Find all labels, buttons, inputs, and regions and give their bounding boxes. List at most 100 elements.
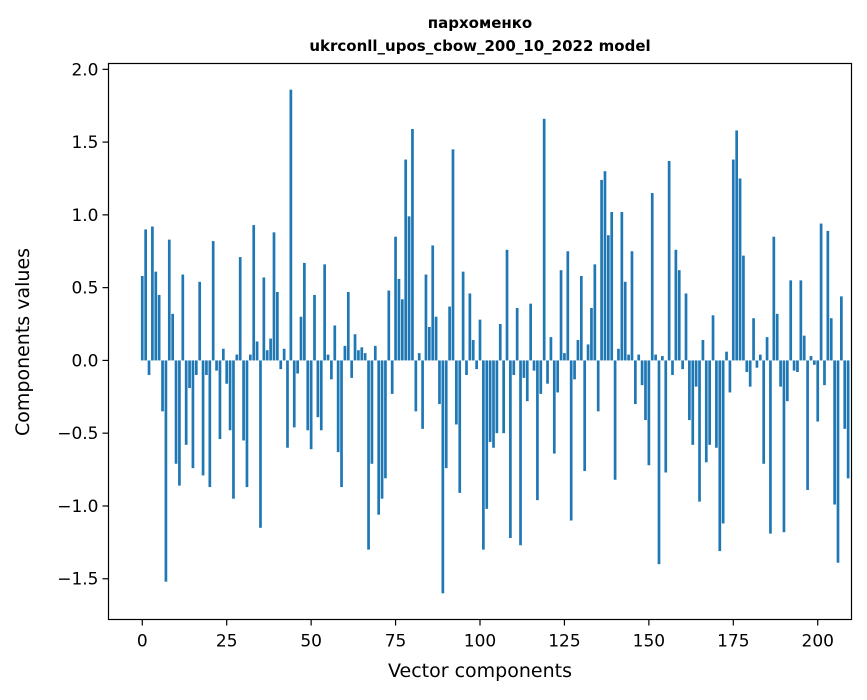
bar-77 [400,299,404,361]
bar-84 [424,274,428,361]
bar-53 [319,360,323,431]
bar-47 [299,316,303,361]
bar-160 [681,360,684,370]
bar-120 [546,360,549,384]
y-tick-label: −1.5 [57,570,98,590]
bar-55 [326,354,330,361]
bar-46 [296,360,299,374]
bar-103 [488,360,492,442]
chart-title-line2: ukrconll_upos_cbow_200_10_2022 model [309,37,650,55]
bar-144 [627,354,630,361]
bar-87 [434,316,438,361]
bar-40 [276,292,279,361]
bar-125 [563,353,566,361]
bar-114 [525,360,529,402]
bar-140 [613,360,617,480]
x-tick-label: 125 [548,632,580,652]
bar-105 [495,360,499,434]
x-tick-label: 200 [802,632,834,652]
bar-158 [674,249,678,361]
bar-209 [846,360,850,479]
bar-141 [617,348,620,361]
bar-11 [178,360,181,486]
bar-199 [813,360,816,365]
bar-73 [387,290,391,361]
bar-152 [654,354,657,361]
x-tick-label: 25 [216,632,238,652]
bar-170 [715,360,718,448]
bar-44 [289,89,293,361]
bar-202 [823,360,826,386]
x-axis-label: Vector components [388,660,572,682]
bar-71 [380,360,384,499]
bar-200 [816,360,820,422]
bar-108 [505,249,509,361]
bar-76 [397,278,401,361]
bar-34 [255,341,259,361]
bar-163 [691,360,695,445]
bar-27 [232,360,235,499]
bar-123 [556,360,560,393]
bar-204 [829,318,833,361]
bar-64 [357,350,360,361]
bar-6 [161,360,164,412]
bar-32 [248,354,252,361]
bar-155 [664,360,668,473]
bar-19 [205,360,208,375]
bar-111 [515,308,519,361]
bar-10 [174,360,178,464]
bar-59 [340,360,343,488]
bar-147 [637,354,641,361]
bar-60 [343,345,347,361]
bar-167 [704,360,708,463]
bar-134 [593,264,597,361]
bar-75 [394,236,397,361]
y-tick-label: −0.5 [57,424,98,444]
y-tick-label: −1.0 [57,497,98,517]
bar-16 [194,360,198,375]
bar-185 [765,337,769,361]
bar-42 [282,348,286,361]
y-tick-label: 0.5 [71,279,98,299]
bar-90 [444,360,448,469]
bar-67 [367,360,370,550]
bar-23 [218,360,222,440]
bar-137 [603,171,607,361]
bar-31 [245,360,249,488]
x-tick-label: 75 [385,632,407,652]
bar-86 [431,245,435,361]
bar-113 [522,360,526,378]
bar-2 [147,360,151,375]
bar-174 [728,360,732,393]
bar-51 [313,294,316,361]
bar-177 [738,178,742,361]
bar-63 [353,334,357,361]
bar-180 [748,360,752,387]
bar-157 [671,360,674,375]
bar-9 [171,313,175,361]
bar-89 [441,360,445,594]
bar-143 [623,281,627,361]
bar-132 [586,344,590,361]
bar-52 [316,360,320,418]
bar-190 [782,360,786,533]
y-tick-label: 0.0 [71,351,98,371]
bar-169 [711,315,715,361]
bar-112 [519,360,522,546]
bar-186 [769,360,772,534]
bar-124 [559,270,563,361]
bar-165 [698,360,701,502]
bar-107 [502,360,505,434]
bar-164 [694,360,698,387]
bar-146 [634,360,637,405]
bar-65 [360,347,364,361]
bar-62 [350,360,354,378]
bar-81 [414,360,418,412]
bar-195 [799,280,803,361]
bar-127 [569,360,573,521]
bar-98 [471,340,475,361]
bar-54 [323,264,326,361]
chart-title-line1: пархоменко [428,14,533,32]
